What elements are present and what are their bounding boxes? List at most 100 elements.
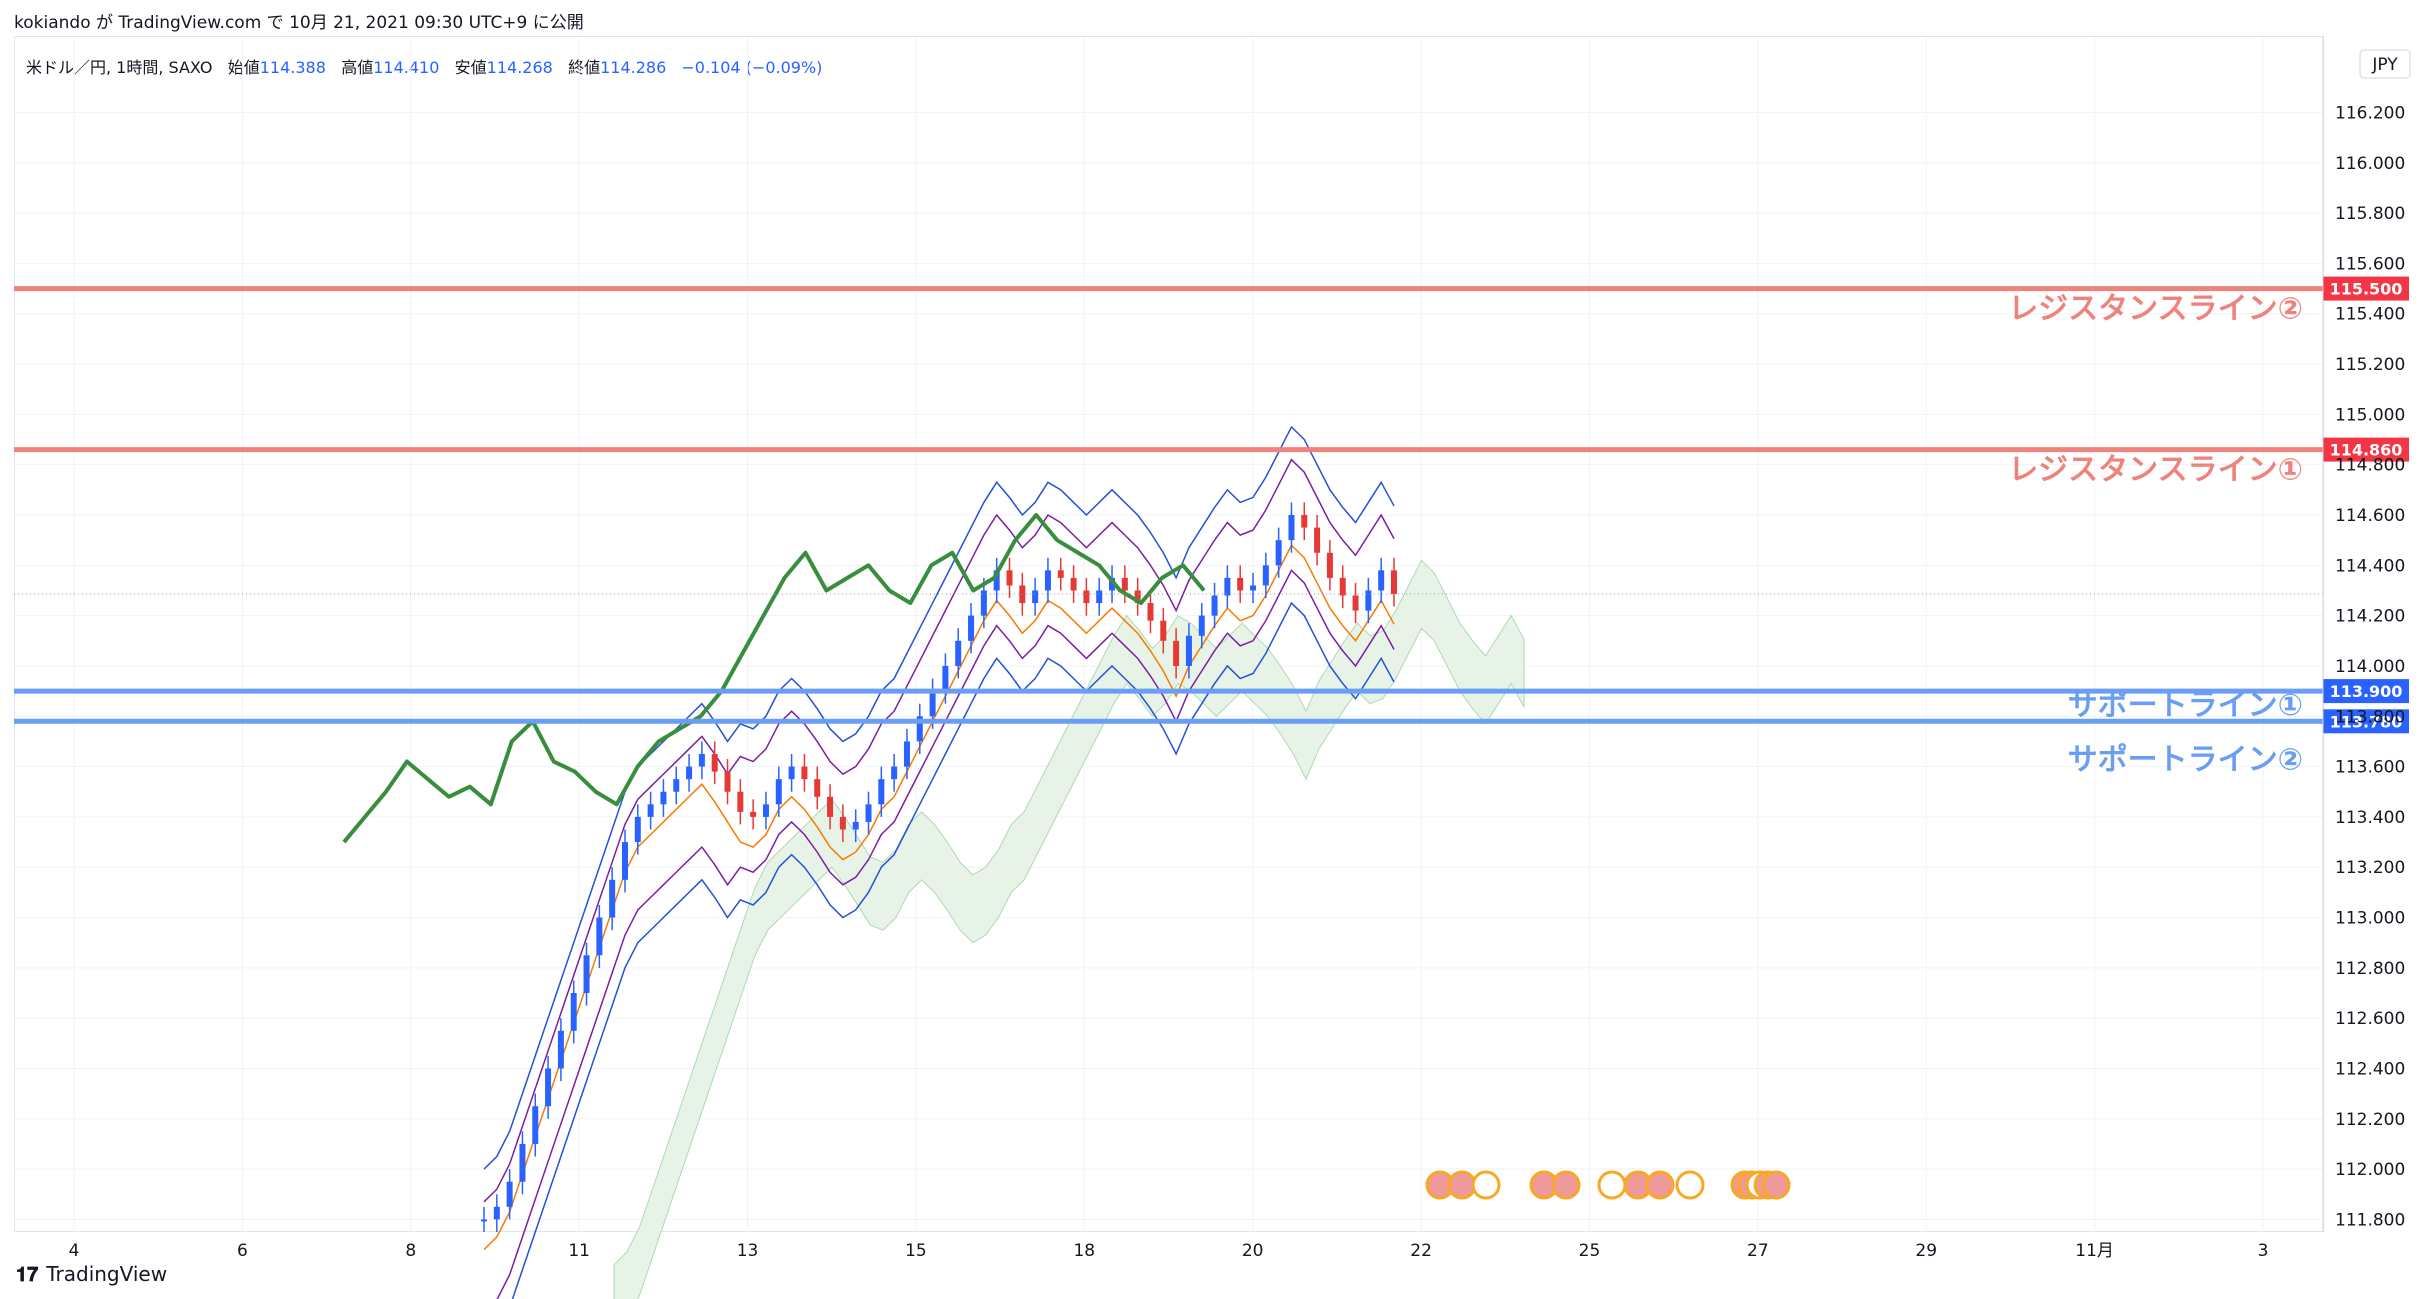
- symbol-name[interactable]: 米ドル／円, 1時間, SAXO: [26, 58, 213, 77]
- candle-body: [545, 1068, 552, 1107]
- price-tag: 113.900: [2323, 679, 2409, 704]
- candle-body: [673, 779, 680, 792]
- resistance-label: レジスタンスライン①: [2008, 453, 2303, 488]
- candle-body: [1109, 577, 1116, 591]
- y-tick-label: 112.600: [2335, 1009, 2405, 1029]
- candle-body: [980, 590, 987, 616]
- candle-body: [1211, 595, 1218, 616]
- y-tick-label: 114.200: [2335, 607, 2405, 627]
- candle-body: [1365, 590, 1372, 611]
- candle-body: [1288, 515, 1295, 541]
- x-tick-label: 8: [405, 1241, 416, 1261]
- change-value: −0.104 (−0.09%): [681, 58, 823, 77]
- time-axis: 4 6 8 11 13 15 18 20 22 25 27 29 11月 3: [69, 1241, 2269, 1261]
- y-tick-label: 116.200: [2335, 103, 2405, 123]
- price-tag: 115.500: [2323, 276, 2409, 301]
- candle-body: [1006, 570, 1013, 586]
- x-tick-label: 25: [1579, 1241, 1601, 1261]
- open-label: 始値: [227, 58, 260, 77]
- y-tick-label: 115.200: [2335, 355, 2405, 375]
- candle-body: [1096, 590, 1103, 604]
- candle-body: [788, 766, 795, 780]
- event-flag-icon[interactable]: [1447, 1170, 1477, 1200]
- candle-body: [942, 665, 949, 692]
- y-tick-label: 111.800: [2335, 1210, 2405, 1230]
- resistance-label: レジスタンスライン②: [2008, 292, 2303, 327]
- candle-body: [686, 766, 693, 780]
- x-tick-label: 20: [1242, 1241, 1264, 1261]
- y-tick-label: 112.000: [2335, 1160, 2405, 1180]
- candle-body: [878, 779, 885, 805]
- price-tag-text: 114.860: [2330, 441, 2403, 460]
- x-tick-label: 11: [568, 1241, 590, 1261]
- candle-body: [1173, 640, 1180, 666]
- y-tick-label: 112.200: [2335, 1110, 2405, 1130]
- currency-box[interactable]: [2359, 49, 2411, 79]
- candle-body: [993, 570, 1000, 591]
- candle-body: [801, 766, 808, 780]
- price-tag: 113.780: [2323, 709, 2409, 734]
- close-value: 114.286: [600, 58, 667, 77]
- event-flag-icon[interactable]: [1645, 1170, 1675, 1200]
- economic-events: [1425, 1170, 1791, 1200]
- chikou-span-line: [342, 513, 1206, 844]
- candle-body: [1032, 590, 1039, 604]
- candle-body: [532, 1106, 539, 1144]
- x-tick-label: 27: [1747, 1241, 1769, 1261]
- candle-body: [1083, 590, 1090, 604]
- candle-body: [775, 779, 782, 805]
- y-tick-label: 116.000: [2335, 154, 2405, 174]
- ichimoku-cloud: [613, 559, 1525, 1299]
- event-flag-icon[interactable]: [1761, 1170, 1791, 1200]
- candle-body: [621, 842, 628, 880]
- candle-body: [711, 754, 718, 772]
- candle-body: [1378, 570, 1385, 591]
- x-tick-label: 22: [1410, 1241, 1432, 1261]
- candle-body: [481, 1219, 487, 1222]
- x-tick-label: 4: [69, 1241, 80, 1261]
- low-label: 安値: [454, 58, 487, 77]
- candle-body: [750, 811, 757, 817]
- price-tag-box: [2323, 679, 2409, 704]
- candle-body: [493, 1206, 500, 1220]
- candle-body: [698, 754, 705, 767]
- y-tick-label: 113.400: [2335, 808, 2405, 828]
- x-tick-label: 15: [905, 1241, 927, 1261]
- close-label: 終値: [568, 58, 601, 77]
- currency-text: JPY: [2371, 55, 2398, 75]
- event-flag-icon[interactable]: [1471, 1170, 1501, 1200]
- y-tick-label: 113.200: [2335, 858, 2405, 878]
- candle-body: [583, 955, 590, 993]
- event-flag-icon[interactable]: [1551, 1170, 1581, 1200]
- candle-body: [1147, 603, 1154, 621]
- candle-body: [1352, 595, 1359, 611]
- footer-brand: TradingView: [46, 1262, 168, 1286]
- event-flag-icon[interactable]: [1597, 1170, 1627, 1200]
- candle-body: [762, 804, 769, 817]
- price-axis: 111.800 112.000 112.200 112.400 112.600 112.8…: [2322, 37, 2405, 1232]
- candle-body: [968, 615, 975, 641]
- x-tick-label: 29: [1915, 1241, 1937, 1261]
- y-tick-label: 112.800: [2335, 959, 2405, 979]
- candle-body: [891, 766, 898, 780]
- y-tick-label: 114.800: [2335, 456, 2405, 476]
- candle-body: [1224, 577, 1231, 596]
- candle-body: [814, 779, 821, 797]
- candle-body: [1339, 577, 1346, 596]
- publish-header: kokiando が TradingView.com で 10月 21, 202…: [14, 13, 584, 33]
- candle-body: [1044, 570, 1051, 591]
- x-tick-label: 11月: [2075, 1241, 2114, 1261]
- x-tick-label: 13: [737, 1241, 759, 1261]
- band-line: [496, 569, 1395, 1299]
- price-tag-text: 113.900: [2330, 682, 2403, 701]
- x-tick-label: 6: [237, 1241, 248, 1261]
- event-flag-icon[interactable]: [1675, 1170, 1705, 1200]
- candle-body: [903, 741, 910, 767]
- y-tick-label: 114.600: [2335, 506, 2405, 526]
- candle-body: [609, 879, 616, 918]
- candle-body: [647, 804, 654, 817]
- candle-body: [570, 993, 577, 1031]
- candle-body: [1057, 570, 1064, 578]
- y-tick-label: 115.000: [2335, 405, 2405, 425]
